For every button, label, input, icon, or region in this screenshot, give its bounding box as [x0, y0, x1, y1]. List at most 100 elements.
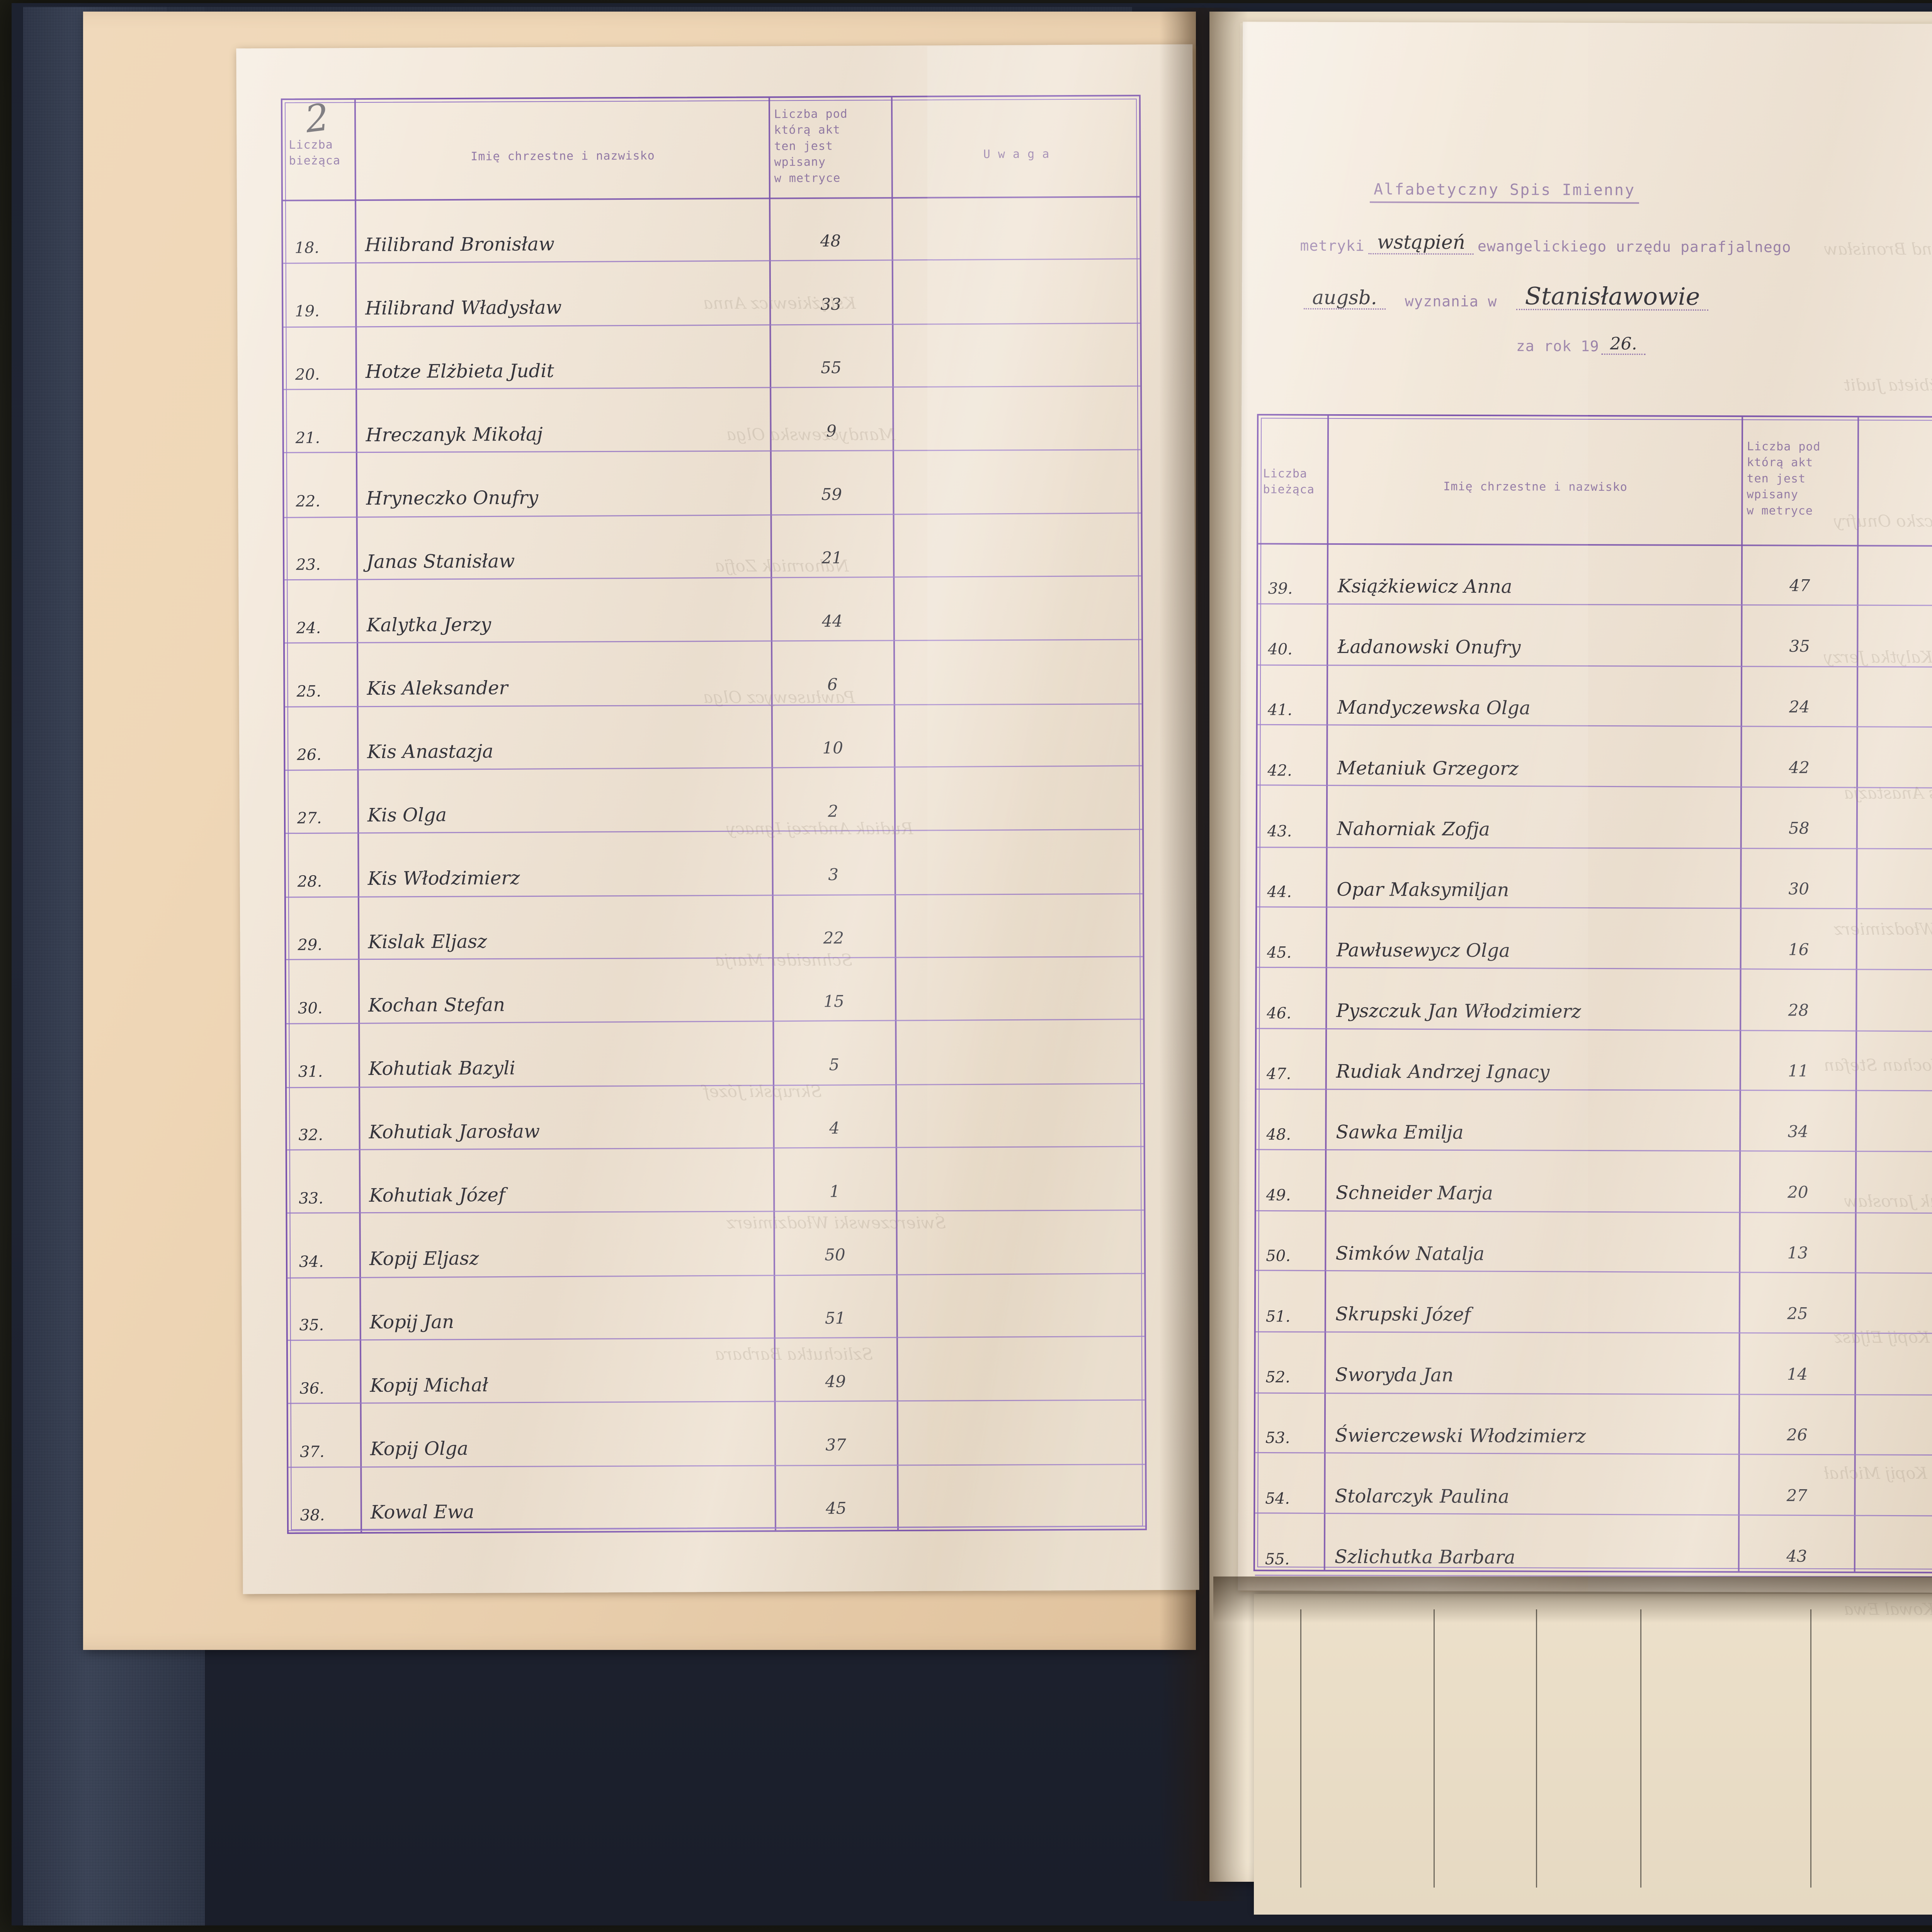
row-separator — [1255, 1575, 1932, 1578]
cover-cloth-edge-bottom — [35, 1838, 1194, 1912]
table-row: 44. Opar Maksymiljan 30 — [1259, 415, 1932, 901]
header-line: bieżąca — [1263, 483, 1315, 497]
row-name-cell: Sawka Emilja — [1336, 1121, 1464, 1143]
row-separator — [1255, 1452, 1932, 1456]
row-act-number-cell: 1 — [829, 1182, 840, 1201]
row-name-cell: Kohutiak Józef — [369, 1184, 505, 1206]
row-separator — [289, 1526, 1146, 1531]
row-index-cell: 38. — [300, 1506, 325, 1524]
table-row: 31. Kohutiak Bazyli 5 — [282, 96, 1139, 1081]
row-name-cell: Kis Anastazja — [367, 740, 493, 763]
row-act-number-cell: 33 — [820, 294, 842, 314]
table-row: 20. Hotze Elżbieta Judit 55 — [282, 96, 1139, 384]
row-act-number-cell: 27 — [1786, 1486, 1808, 1505]
row-name-cell: Kopij Michał — [370, 1374, 488, 1396]
header-line: bieżąca — [289, 154, 341, 168]
table-row: 24. Kalytka Jerzy 44 — [282, 96, 1139, 637]
header-bottom-rule — [282, 196, 1139, 201]
row-separator — [284, 449, 1141, 453]
table-row: 35. Kopij Jan 51 — [282, 96, 1139, 1334]
row-name-cell: Kohutiak Jarosław — [369, 1121, 540, 1143]
row-act-number-cell: 10 — [822, 738, 844, 757]
row-act-number-cell: 55 — [821, 358, 842, 377]
row-name-cell: Kis Aleksander — [367, 677, 508, 699]
header-liczba-aktu: Liczba pod którą akt ten jest wpisany w … — [1747, 439, 1859, 519]
table-row: 19. Hilibrand Władysław 33 — [282, 96, 1139, 320]
row-separator — [284, 385, 1141, 390]
right-table: Liczba bieżąca Imię chrzestne i nazwisko… — [1253, 414, 1932, 1578]
header-imie-nazwisko: Imię chrzestne i nazwisko — [1443, 480, 1628, 494]
row-name-cell: Książkiewicz Anna — [1337, 575, 1512, 598]
row-separator — [284, 575, 1141, 581]
row-separator — [1257, 847, 1932, 850]
table-row: 42. Metaniuk Grzegorz 42 — [1259, 415, 1932, 780]
header-line: w metryce — [1747, 503, 1813, 518]
table-row: 39. Książkiewicz Anna 47 — [1259, 415, 1932, 598]
right-table-body: 39. Książkiewicz Anna 47 40. Ładanowski Onuf… — [1255, 415, 1932, 1578]
header-line: Liczba — [1263, 467, 1308, 481]
row-name-cell: Kopij Olga — [370, 1437, 468, 1460]
row-act-number-cell: 37 — [825, 1435, 846, 1454]
row-name-cell: Kohutiak Bazyli — [368, 1057, 515, 1080]
header-liczba-biezaca: Liczba bieżąca — [1263, 466, 1329, 498]
table-row: 49. Schneider Marja 20 — [1259, 415, 1932, 1204]
row-separator — [285, 703, 1142, 707]
table-row: 23. Janas Stanisław 21 — [282, 96, 1139, 574]
row-act-number-cell: 26 — [1787, 1425, 1808, 1444]
table-row: 32. Kohutiak Jarosław 4 — [282, 96, 1139, 1144]
row-name-cell: Skrupski Józef — [1335, 1303, 1471, 1326]
row-separator — [1258, 603, 1932, 607]
row-name-cell: Rudiak Andrzej Ignacy — [1336, 1060, 1550, 1083]
row-separator — [1256, 1210, 1932, 1214]
column-divider — [354, 100, 362, 1532]
table-row: 33. Kohutiak Józef 1 — [282, 96, 1139, 1208]
heading-suffix: ewangelickiego urzędu parafjalnego — [1477, 237, 1791, 256]
row-index-cell: 42. — [1267, 762, 1292, 780]
row-act-number-cell: 25 — [1787, 1304, 1808, 1323]
row-index-cell: 51. — [1265, 1308, 1291, 1326]
table-row: 21. Hreczanyk Mikołaj 9 — [282, 96, 1139, 447]
header-line: Liczba pod — [1747, 440, 1821, 454]
header-liczba-biezaca: Liczba bieżąca — [289, 137, 354, 169]
row-name-cell: Hryneczko Onufry — [366, 487, 539, 509]
heading-place: Stanisławowie — [1516, 282, 1709, 311]
row-separator — [285, 765, 1142, 771]
table-row: 45. Pawłusewycz Olga 16 — [1259, 415, 1932, 962]
table-row: 54. Stolarczyk Paulina 27 — [1259, 415, 1932, 1508]
header-line: wpisany — [774, 155, 826, 169]
row-separator — [287, 1083, 1144, 1088]
heading-confession: augsb. — [1304, 286, 1386, 310]
table-row: 55. Szlichutka Barbara 43 — [1259, 415, 1932, 1568]
row-name-cell: Kochan Stefan — [368, 994, 505, 1016]
row-separator — [288, 1464, 1145, 1468]
row-act-number-cell: 50 — [825, 1245, 845, 1264]
row-index-cell: 18. — [294, 239, 320, 257]
heading-prefix: metryki — [1300, 237, 1365, 254]
row-index-cell: 29. — [298, 936, 323, 954]
row-index-cell: 30. — [298, 999, 323, 1017]
row-index-cell: 55. — [1265, 1550, 1290, 1568]
heading-line-1: metryki wstąpień ewangelickiego urzędu p… — [1300, 231, 1932, 257]
header-line: Liczba pod — [774, 107, 848, 121]
blank-ruled-leaf — [1254, 1594, 1932, 1915]
table-row: 27. Kis Olga 2 — [282, 96, 1139, 827]
row-act-number-cell: 16 — [1788, 940, 1809, 959]
row-name-cell: Janas Stanisław — [366, 550, 515, 573]
row-separator — [287, 1209, 1144, 1214]
row-name-cell: Stolarczyk Paulina — [1335, 1485, 1510, 1508]
row-index-cell: 27. — [297, 809, 322, 827]
row-act-number-cell: 42 — [1789, 758, 1810, 777]
heading-year-value: 26. — [1601, 334, 1646, 355]
row-index-cell: 37. — [300, 1443, 325, 1461]
row-act-number-cell: 47 — [1789, 576, 1810, 595]
row-act-number-cell: 2 — [828, 801, 838, 821]
table-row: 48. Sawka Emilja 34 — [1259, 415, 1932, 1144]
table-row: 29. Kislak Eljasz 22 — [282, 96, 1139, 954]
row-act-number-cell: 49 — [825, 1372, 846, 1391]
row-separator — [1257, 906, 1932, 910]
row-index-cell: 36. — [299, 1379, 325, 1398]
row-act-number-cell: 3 — [828, 865, 839, 884]
row-separator — [288, 1399, 1145, 1404]
row-index-cell: 49. — [1266, 1186, 1291, 1204]
table-row: 36. Kopij Michał 49 — [282, 96, 1139, 1398]
